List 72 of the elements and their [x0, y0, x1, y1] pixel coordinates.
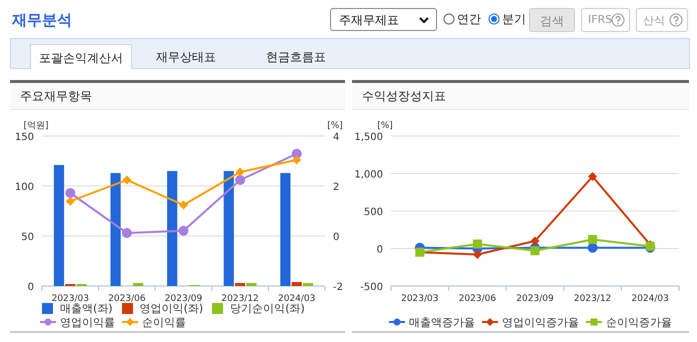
point — [122, 176, 132, 184]
legend-label: 순이익증가율 — [606, 314, 672, 330]
y-tick-label: 0 — [28, 282, 34, 293]
text: 재무분석 — [12, 11, 72, 30]
y2-tick-label: -2 — [333, 282, 343, 293]
x-tick-label: 2023/12 — [574, 294, 612, 304]
point — [235, 175, 246, 185]
x-tick-label: 2023/09 — [164, 294, 202, 304]
legend-label: 매출액증가율 — [409, 314, 475, 330]
text: 포괄손익계산서 — [38, 50, 124, 67]
point — [65, 188, 76, 198]
point — [122, 228, 132, 238]
x-tick-label: 2023/09 — [516, 294, 554, 304]
text: 산식 — [643, 13, 665, 28]
text: 주재무제표 — [339, 12, 399, 29]
y-tick-label: 150 — [14, 132, 34, 143]
legend-label: 당기순이익(좌) — [230, 302, 305, 316]
text: IFRS — [588, 13, 612, 26]
y2-tick-label: 0 — [333, 232, 340, 243]
y2-tick-label: 2 — [333, 182, 340, 193]
x-tick-label: 2023/06 — [108, 294, 146, 304]
y-tick-label: 100 — [14, 182, 34, 193]
y-tick-label: 500 — [364, 207, 383, 218]
bar — [235, 283, 246, 286]
point — [588, 172, 598, 181]
text: 연간 — [457, 11, 481, 28]
bar — [54, 165, 64, 286]
point — [588, 235, 598, 244]
bar — [246, 283, 257, 286]
x-tick-label: 2023/12 — [221, 294, 259, 304]
point — [530, 236, 540, 246]
bar — [292, 282, 302, 286]
legend-label: 영업이익률 — [60, 314, 115, 330]
bar — [302, 283, 314, 286]
y-axis-title: [억원] — [23, 121, 49, 131]
y2-tick-label: 4 — [333, 132, 340, 143]
y2-axis-title: [%] — [327, 121, 343, 131]
y-axis-title: [%] — [377, 121, 393, 131]
point — [292, 156, 302, 164]
point — [178, 226, 188, 236]
text: 재무상태표 — [155, 49, 217, 66]
point — [236, 168, 245, 176]
bar — [280, 173, 290, 286]
bar — [133, 283, 144, 286]
chart-title: 수익성장성지표 — [352, 83, 689, 110]
point — [472, 240, 482, 248]
x-tick-label: 2024/03 — [632, 294, 669, 304]
y-tick-label: 0 — [376, 244, 383, 256]
x-tick-label: 2023/06 — [458, 294, 496, 304]
y-tick-label: -500 — [360, 282, 383, 293]
x-tick-label: 2023/03 — [52, 294, 89, 304]
point — [472, 250, 482, 259]
text: 검색 — [539, 13, 565, 30]
y-tick-label: 50 — [21, 232, 34, 243]
bar — [110, 173, 121, 286]
text: 현금흐름표 — [265, 49, 327, 66]
point — [66, 196, 75, 206]
text: 분기 — [502, 11, 526, 28]
x-tick-label: 2024/03 — [278, 294, 316, 304]
point — [179, 200, 188, 210]
bar — [167, 171, 178, 286]
chart-title: 주요재무항목 — [10, 83, 345, 110]
point — [588, 242, 598, 253]
legend-label: 영업이익증가율 — [502, 314, 579, 330]
legend-label: 영업이익(좌) — [140, 302, 204, 316]
legend-label: 매출액(좌) — [60, 302, 113, 316]
point — [530, 246, 540, 256]
y-tick-label: 1,500 — [354, 132, 383, 143]
legend-label: 순이익률 — [142, 314, 186, 330]
bar — [224, 171, 234, 286]
y-tick-label: 1,000 — [354, 170, 383, 180]
x-tick-label: 2023/03 — [401, 294, 438, 304]
